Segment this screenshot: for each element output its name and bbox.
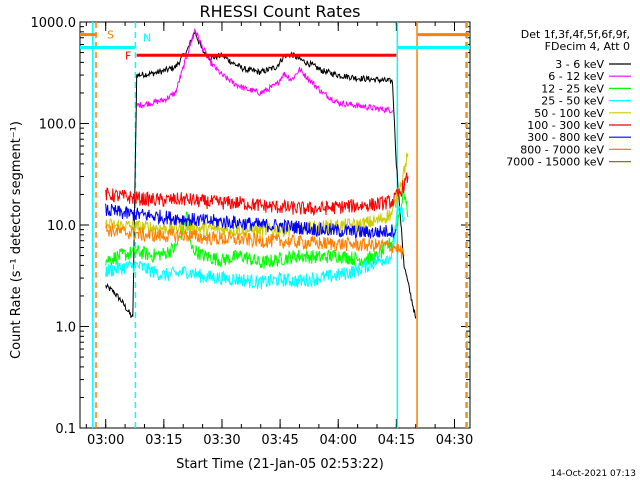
y-tick-label: 1000.0 (31, 16, 77, 31)
y-tick-label: 10.0 (47, 219, 76, 234)
x-tick-label: 03:00 (87, 433, 124, 448)
series-line (105, 186, 409, 269)
y-tick-label: 0.1 (55, 422, 76, 437)
x-tick-label: 03:45 (261, 433, 298, 448)
flag-label-n: N (143, 32, 151, 45)
x-tick-label: 03:15 (145, 433, 182, 448)
x-axis-label: Start Time (21-Jan-05 02:53:22) (176, 457, 384, 472)
flag-label-f: F (125, 49, 131, 62)
series-line (105, 31, 417, 319)
series-line (105, 205, 405, 290)
x-tick-label: 04:00 (320, 433, 357, 448)
series-line (136, 27, 393, 114)
x-tick-label: 04:15 (378, 433, 415, 448)
chart-title: RHESSI Count Rates (200, 2, 361, 21)
series-line (105, 172, 409, 217)
legend: Det 1f,3f,4f,5f,6f,9f, FDecim 4, Att 0 3… (506, 28, 631, 169)
legend-entry-label: 7000 - 15000 keV (506, 156, 604, 169)
y-tick-label: 100.0 (39, 118, 76, 133)
plot-area: 03:00 03:15 03:30 03:45 04:00 04:15 04:30 0.1 1.… (31, 16, 474, 448)
series-line (105, 203, 397, 239)
legend-entry-label: 6 - 12 keV (548, 70, 604, 83)
data-layer (80, 22, 470, 428)
legend-entry-label: 50 - 100 keV (534, 107, 604, 120)
generation-timestamp: 14-Oct-2021 07:13 (551, 469, 636, 479)
legend-entry-label: 100 - 300 keV (527, 119, 604, 132)
y-axis-label: Count Rate (s⁻¹ detector segment⁻¹) (9, 121, 24, 359)
legend-entry-label: 300 - 800 keV (527, 131, 604, 144)
legend-entry-label: 800 - 7000 keV (520, 143, 604, 156)
legend-entry-label: 3 - 6 keV (555, 58, 604, 71)
legend-entry-label: 12 - 25 keV (541, 82, 604, 95)
legend-header-line-2: FDecim 4, Att 0 (545, 40, 630, 53)
flag-label-s: S (107, 29, 114, 42)
legend-header-line-1: Det 1f,3f,4f,5f,6f,9f, (521, 28, 630, 41)
x-tick-label: 03:30 (203, 433, 240, 448)
series-line (105, 223, 405, 260)
legend-entry-label: 25 - 50 keV (541, 95, 604, 108)
x-tick-label: 04:30 (436, 433, 473, 448)
y-tick-label: 1.0 (55, 321, 76, 336)
